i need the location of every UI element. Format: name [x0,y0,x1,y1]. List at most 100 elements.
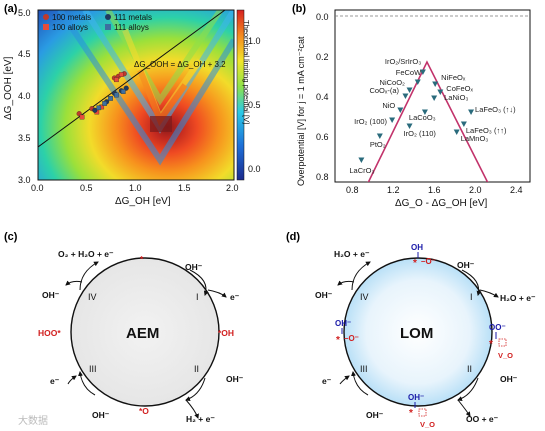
aem-cycle [70,257,220,407]
panel-b-xlabel: ΔG_O - ΔG_OH [eV] [395,198,487,209]
svg-text:0.8: 0.8 [346,185,359,195]
aem-star-site: * [140,254,144,264]
aem-oh-in-1: OH⁻ [185,262,203,272]
catalyst-label: LaCrO₃ [349,166,374,175]
lom-oh-in-4: OH⁻ [315,290,333,300]
svg-text:2.0: 2.0 [226,183,239,193]
lom-products-2: OO + e⁻ [466,414,499,424]
aem-oh-in-3: OH⁻ [92,410,110,420]
svg-text:0.6: 0.6 [316,132,329,142]
panel-a-ylabel: ΔG_OOH [eV] [3,56,14,120]
svg-text:OH⁻: OH⁻ [408,393,424,402]
panel-a-y-ticks: 3.0 3.5 4.0 4.5 5.0 [18,8,31,185]
legend-111-alloys: 111 alloys [114,23,149,32]
aem-e-out-1: e⁻ [230,292,240,302]
panel-b-x-ticks: 0.8 1.2 1.6 2.0 2.4 [346,185,523,195]
catalyst-label: LaNiO₃ [444,93,468,102]
panel-a-legend: 100 metals 100 alloys 111 metals 111 all… [43,13,152,32]
svg-text:0.4: 0.4 [316,92,329,102]
lom-oh-in-3: OH⁻ [366,410,384,420]
legend-111-metals: 111 metals [114,13,152,22]
panel-a-xlabel: ΔG_OH [eV] [115,196,171,207]
data-point-2-0 [92,107,98,113]
catalyst-label: LaFeO₃ (↑↓) [475,105,516,114]
svg-text:1.0: 1.0 [129,183,142,193]
svg-text:0.5: 0.5 [248,100,261,110]
panel-c-label: (c) [4,231,18,243]
catalyst-marker [421,109,428,115]
legend-100-metals: 100 metals [52,13,91,22]
svg-text:3.5: 3.5 [18,133,31,143]
vacancy-label-right: V_O [498,351,513,360]
catalyst-label: LaFeO₃ (↑↑) [466,126,507,135]
svg-text:0.0: 0.0 [31,183,44,193]
svg-text:*: * [489,339,493,350]
lom-oh-in-1: OH⁻ [457,260,475,270]
panel-a-heatmap [38,10,234,180]
scaling-relation-label: ΔG_OOH = ΔG_OH + 3.2 [134,60,226,69]
panel-a-points [76,71,129,120]
lom-products-4: H₂O + e⁻ [334,249,370,259]
catalyst-marker [453,129,460,135]
panel-b-y-ticks: 0.0 0.2 0.4 0.6 0.8 [316,12,329,182]
svg-text:I: I [470,292,473,302]
data-point-1-0 [79,114,85,120]
svg-text:–O⁻: –O⁻ [344,334,359,343]
aem-e-out-3: e⁻ [50,376,60,386]
svg-text:0.0: 0.0 [248,164,261,174]
svg-text:OO⁻: OO⁻ [489,323,506,332]
data-point-3-1 [102,101,107,106]
svg-text:1.2: 1.2 [387,185,400,195]
catalyst-label: IrO₂ (100) [354,117,387,126]
svg-text:5.0: 5.0 [18,8,31,18]
lom-right-intermediate: OO⁻ * V_O [489,323,513,360]
catalyst-label: CoOₓ-(a) [369,86,399,95]
catalyst-label: NiO [382,101,395,110]
catalyst-label: CoFeOₓ [446,84,473,93]
catalyst-marker [406,123,413,129]
catalyst-label: NiCoO₂ [380,78,406,87]
catalyst-label: PtO₂ [370,140,386,149]
catalyst-label: FeCoW [396,68,422,77]
aem-oh-intermediate: *OH [218,328,234,338]
lom-bottom-intermediate: OH⁻ * V_O [408,393,435,429]
svg-text:III: III [89,364,97,374]
catalyst-marker [432,81,439,87]
svg-text:II: II [194,364,199,374]
aem-oh-in-2: OH⁻ [226,374,244,384]
catalyst-label: IrO₂ (110) [404,129,437,138]
svg-text:1.5: 1.5 [178,183,191,193]
svg-text:1.0: 1.0 [248,36,261,46]
data-point-3-4 [120,89,126,94]
aem-products-4: O₂ + H₂O + e⁻ [58,249,114,259]
lom-left-intermediate: OH⁻ * –O⁻ [335,319,359,346]
data-point-3-0 [96,105,102,111]
catalyst-label: LaMnO₃ [461,134,489,143]
colorbar [236,9,245,181]
catalyst-marker [402,93,409,99]
aem-products-2: H₂ + e⁻ [186,414,215,424]
catalyst-marker [414,79,421,85]
scaling-relation-line [38,10,226,148]
catalyst-marker [460,121,467,127]
catalyst-label: NiFeOₓ [441,73,466,82]
svg-text:IV: IV [88,292,97,302]
catalyst-marker [389,117,396,123]
lom-oh-in-2: OH⁻ [500,374,518,384]
svg-text:2.4: 2.4 [510,185,523,195]
catalyst-marker [397,107,404,113]
catalyst-marker [358,157,365,163]
svg-text:–O⁻: –O⁻ [421,257,436,266]
catalyst-label: IrO₂/SrIrO₃ [385,57,421,66]
svg-text:OH⁻: OH⁻ [335,319,351,328]
legend-100-alloys: 100 alloys [52,23,88,32]
svg-text:II: II [467,364,472,374]
panel-d-label: (d) [286,231,300,243]
aem-o-intermediate: *O [139,406,149,416]
svg-text:0.0: 0.0 [316,12,329,22]
data-point-3-2 [108,96,113,101]
lom-center-label: LOM [400,325,433,342]
colorbar-ticks: 0.0 0.5 1.0 [248,36,261,174]
